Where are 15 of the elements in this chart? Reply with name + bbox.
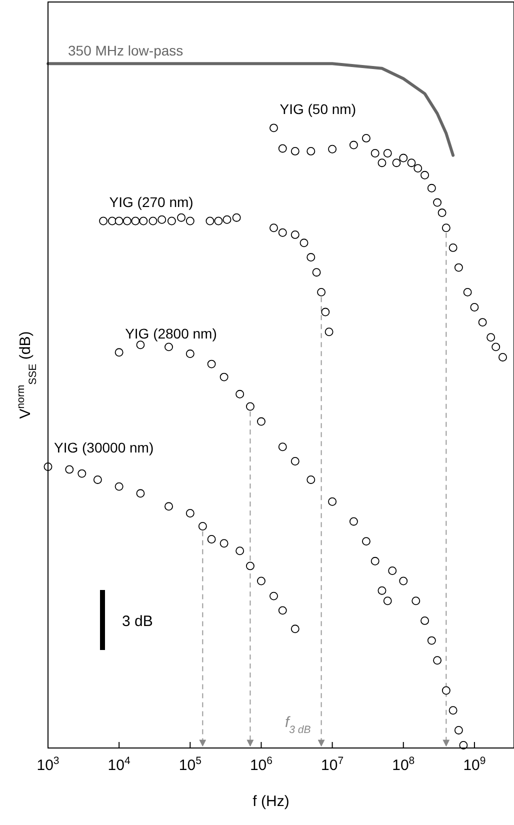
x-tick-label: 10$^{4}$ xyxy=(108,755,130,774)
x-tick-label: 10$^{9}$ xyxy=(463,755,486,774)
x-tick-label: 10$^{5}$ xyxy=(178,755,202,774)
series-label: YIG (30000 nm) xyxy=(54,440,154,456)
series-label: YIG (50 nm) xyxy=(280,100,356,117)
x-axis-title: f (Hz) xyxy=(252,793,290,810)
series-label: YIG (2800 nm) xyxy=(125,325,217,342)
x-tick-label: 10$^{8}$ xyxy=(392,755,415,774)
series-label: YIG (270 nm) xyxy=(109,194,194,210)
annotation: 3 dB xyxy=(122,613,153,630)
x-tick-label: 10$^{3}$ xyxy=(36,755,60,774)
x-tick-label: 10$^{7}$ xyxy=(321,755,344,774)
x-tick-label: 10$^{6}$ xyxy=(250,755,273,774)
annotation: f$_{3 dB}$ xyxy=(285,714,311,736)
series-label: 350 MHz low-pass xyxy=(68,42,184,59)
